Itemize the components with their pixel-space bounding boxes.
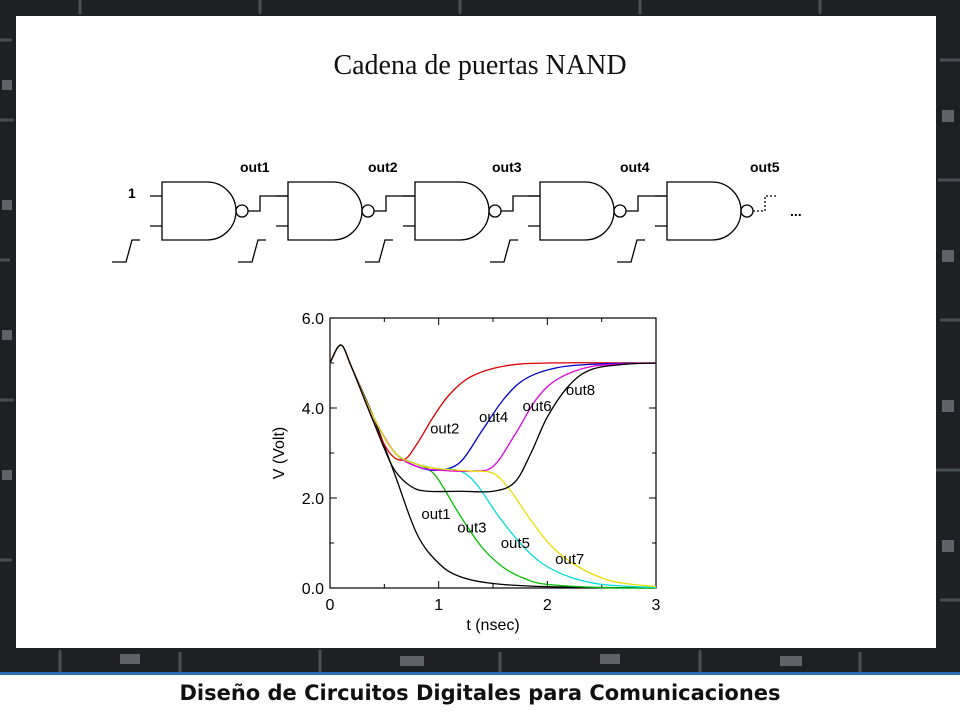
- inverter-bubble: [235, 204, 249, 218]
- out-label: out5: [750, 159, 780, 175]
- gate-connection-wire: [501, 195, 540, 212]
- ellipsis-label: ...: [790, 203, 802, 219]
- nand-gate: [666, 181, 742, 241]
- gate-connection-wire: [626, 195, 667, 212]
- series-annotation-out7: out7: [555, 551, 584, 568]
- gate-input-lead: [655, 195, 667, 227]
- nand-gate: [287, 181, 363, 241]
- x-tick-label: 0: [326, 597, 335, 614]
- step-input-symbol: [490, 239, 518, 263]
- nand-gate: [539, 181, 615, 241]
- step-input-symbol: [112, 239, 140, 263]
- inverter-bubble: [361, 204, 375, 218]
- gate-connection-wire: [374, 195, 415, 212]
- inverter-bubble: [740, 204, 754, 218]
- gate-input-lead: [276, 195, 288, 227]
- input-label: 1: [128, 185, 136, 201]
- nand-chain-diagram: 1 ... out1 out2 out3 out4 out5: [112, 159, 802, 263]
- series-annotation-out1: out1: [421, 506, 450, 523]
- slide-title: Cadena de puertas NAND: [333, 50, 627, 81]
- x-tick-label: 2: [543, 597, 552, 614]
- series-annotation-out2: out2: [430, 420, 459, 437]
- x-tick-label: 1: [434, 597, 443, 614]
- gate-input-lead: [403, 195, 415, 227]
- step-input-symbol: [617, 239, 645, 263]
- inverter-bubble: [488, 204, 502, 218]
- content-panel: [16, 16, 936, 648]
- footer-bar: [0, 672, 960, 720]
- y-tick-label: 4.0: [302, 401, 324, 418]
- series-annotation-out8: out8: [566, 382, 595, 399]
- series-annotation-out5: out5: [501, 535, 530, 552]
- step-input-symbol: [238, 239, 266, 263]
- out-label: out3: [492, 159, 522, 175]
- y-tick-label: 2.0: [302, 491, 324, 508]
- x-tick-label: 3: [652, 597, 661, 614]
- series-line-out4: [329, 344, 657, 471]
- series-line-out8: [329, 344, 657, 493]
- output-wire: [753, 195, 777, 212]
- out-label: out4: [620, 159, 650, 175]
- nand-gate: [414, 181, 490, 241]
- x-axis-label: t (nsec): [466, 617, 519, 634]
- plot-frame: [329, 317, 657, 589]
- gate-connection-wire: [248, 195, 288, 212]
- y-tick-label: 0.0: [302, 581, 324, 598]
- step-input-symbol: [365, 239, 393, 263]
- out-label: out2: [368, 159, 398, 175]
- y-axis-label: V (Volt): [271, 427, 288, 479]
- footer-title: Diseño de Circuitos Digitales para Comun…: [179, 681, 781, 705]
- series-line-out2: [329, 344, 657, 461]
- nand-gate: [161, 181, 237, 241]
- gate-input-lead: [528, 195, 540, 227]
- series-annotation-out3: out3: [457, 519, 486, 536]
- series-annotation-out4: out4: [479, 409, 508, 426]
- series-annotation-out6: out6: [522, 398, 551, 415]
- footer-rule: [0, 672, 960, 675]
- inverter-bubble: [613, 204, 627, 218]
- out-label: out1: [240, 159, 270, 175]
- gate-input-lead: [150, 195, 162, 227]
- voltage-chart: 0 1 2 3 0.0 2.0 4.0 6.0 t (nsec) V (Volt) out1 out…: [271, 311, 661, 634]
- y-tick-label: 6.0: [302, 311, 324, 328]
